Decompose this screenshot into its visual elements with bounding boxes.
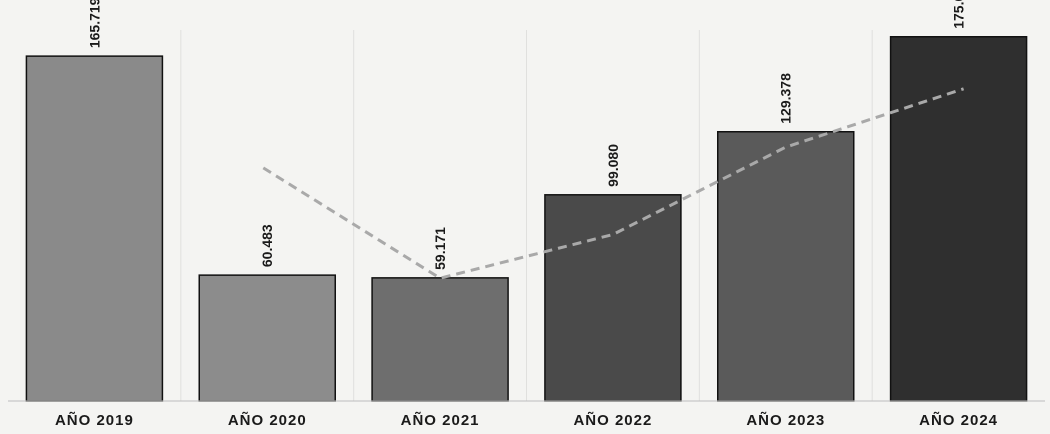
bar-año-2024: [889, 36, 1028, 402]
value-label: 99.080: [605, 144, 621, 187]
value-label: 60.483: [259, 224, 275, 267]
value-label: 129.378: [778, 73, 794, 124]
trend-line: [262, 87, 965, 280]
category-label: AÑO 2020: [228, 411, 307, 429]
category-label: AÑO 2022: [573, 411, 652, 429]
category-label: AÑO 2024: [919, 411, 998, 429]
bar-año-2022: [544, 194, 682, 402]
value-label: 165.719: [86, 0, 102, 48]
value-label: 175.025: [951, 0, 967, 29]
value-label: 59.171: [432, 227, 448, 270]
bar-año-2020: [198, 274, 336, 402]
bar-año-2021: [371, 277, 509, 402]
category-labels: AÑO 2019 AÑO 2020 AÑO 2021 AÑO 2022 AÑO 2023…: [55, 411, 998, 429]
category-label: AÑO 2019: [55, 411, 134, 429]
value-labels: 165.719 60.483 59.171 99.080 129.378 175.025: [86, 0, 966, 270]
bar-año-2023: [717, 131, 855, 402]
category-label: AÑO 2021: [401, 411, 480, 429]
vertical-gridlines: [180, 30, 873, 401]
bar-año-2019: [25, 55, 164, 402]
bars: [25, 36, 1028, 402]
category-label: AÑO 2023: [746, 411, 825, 429]
